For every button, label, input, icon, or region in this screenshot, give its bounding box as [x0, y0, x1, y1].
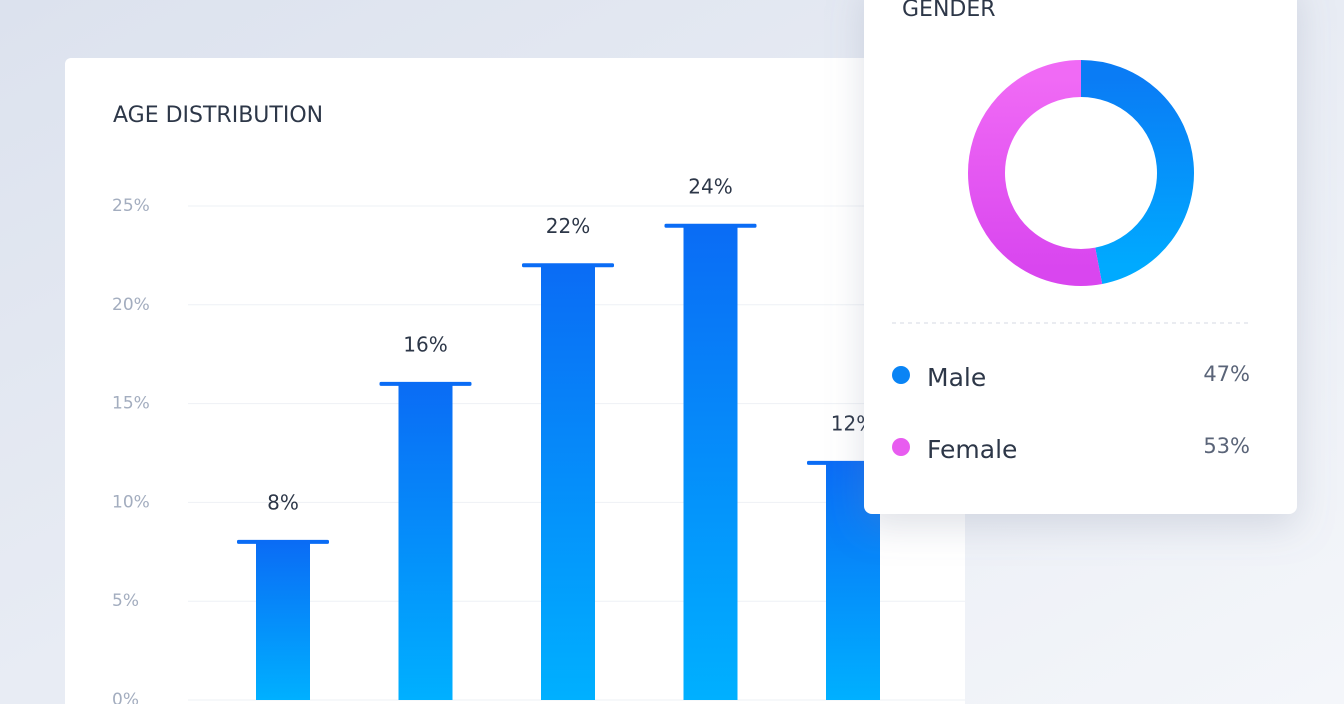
- value-label: 16%: [403, 332, 447, 356]
- bar-cap: [522, 263, 614, 268]
- value-label: 8%: [267, 490, 299, 514]
- chart-title: GENDER: [902, 0, 996, 22]
- bar: [398, 383, 453, 700]
- gender-card: GENDER Male 47% Female 53%: [864, 0, 1297, 514]
- donut-segment: [1080, 60, 1194, 284]
- legend-value: 47%: [1203, 362, 1250, 386]
- legend-label: Male: [927, 363, 986, 392]
- legend-label: Female: [927, 435, 1017, 464]
- y-tick-label: 10%: [112, 492, 150, 512]
- value-label: 22%: [546, 214, 590, 238]
- legend-value: 53%: [1203, 434, 1250, 458]
- chart-title: AGE DISTRIBUTION: [113, 103, 323, 128]
- value-label: 24%: [688, 174, 732, 198]
- y-tick-label: 5%: [112, 591, 139, 611]
- bar-cap: [379, 381, 472, 386]
- y-tick-label: 15%: [112, 394, 150, 414]
- legend-dot: [892, 438, 910, 456]
- age-card: AGE DISTRIBUTION 0% 5% 10% 15% 20% 25% 8% 16% 22…: [65, 58, 965, 704]
- y-tick-label: 0%: [112, 690, 139, 704]
- y-tick-label: 25%: [112, 196, 150, 216]
- bar: [256, 541, 310, 700]
- bar-cap: [664, 223, 757, 228]
- bar-cap: [237, 539, 329, 544]
- bar: [683, 225, 738, 700]
- y-tick-label: 20%: [112, 295, 150, 315]
- donut-segment: [968, 60, 1103, 286]
- legend-dot: [892, 366, 910, 384]
- bar: [541, 265, 595, 700]
